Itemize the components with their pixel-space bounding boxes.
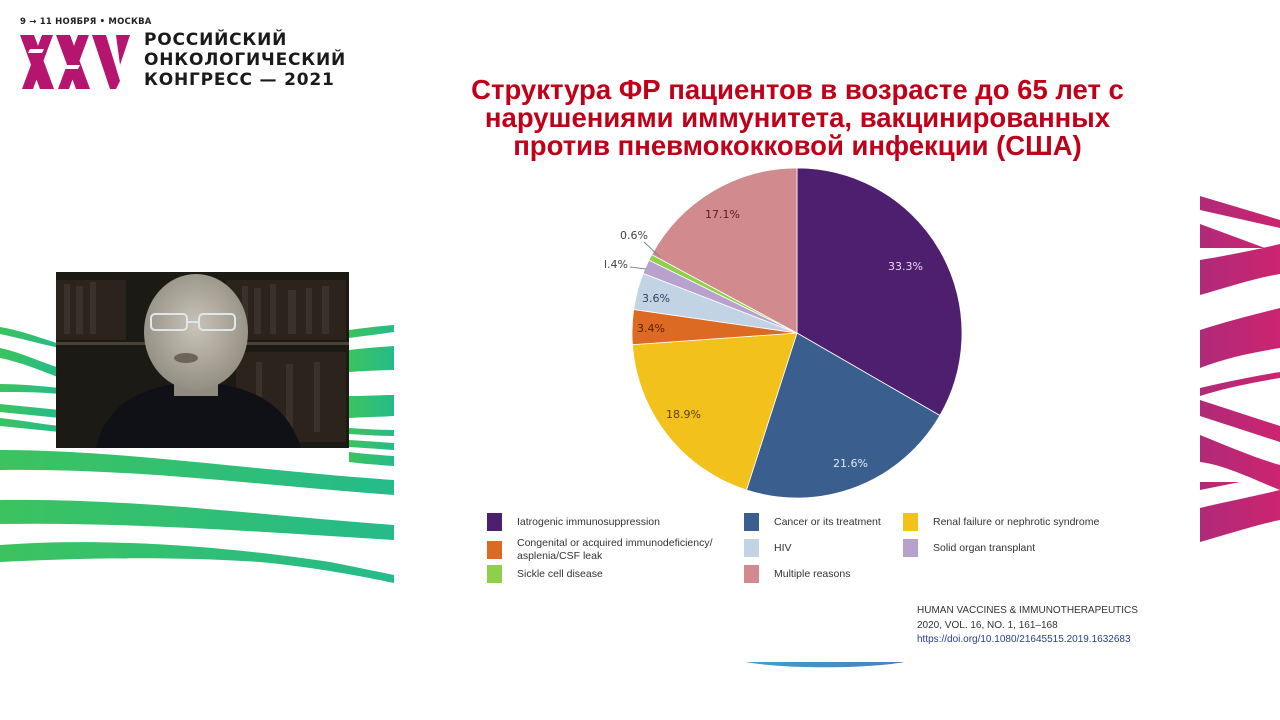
- legend-label: Cancer or its treatment: [774, 516, 881, 528]
- pie-slice-label: 33.3%: [888, 260, 923, 273]
- citation-issue: 2020, VOL. 16, NO. 1, 161–168: [917, 619, 1058, 631]
- pie-slice: [745, 332, 941, 499]
- legend-label: Sickle cell disease: [517, 568, 603, 580]
- legend-label-line-1: Congenital or acquired immunodeficiency/: [517, 537, 713, 549]
- legend-swatch: [487, 513, 502, 531]
- legend-item-multiple: Multiple reasons: [744, 565, 850, 583]
- legend-swatch: [487, 565, 502, 583]
- pie-slice: [796, 167, 963, 417]
- source-citation: HUMAN VACCINES & IMMUNOTHERAPEUTICS 2020…: [917, 604, 1138, 648]
- congress-name-line-3: КОНГРЕСС — 2021: [144, 70, 335, 90]
- decorative-blue-arc: [745, 662, 905, 668]
- legend-item-transplant: Solid organ transplant: [903, 539, 1035, 557]
- slide-title-line-2: нарушениями иммунитета, вакцинированных: [484, 102, 1111, 133]
- decorative-green-stripes: [0, 325, 394, 583]
- legend-swatch: [744, 513, 759, 531]
- pie-slice: [631, 332, 798, 491]
- legend-label: HIV: [774, 542, 792, 554]
- congress-name-line-2: ОНКОЛОГИЧЕСКИЙ: [144, 50, 347, 70]
- legend-label: Iatrogenic immunosuppression: [517, 516, 660, 528]
- slide-title-line-1: Структура ФР пациентов в возрасте до 65 …: [471, 74, 1124, 105]
- pie-slice-label: 17.1%: [705, 208, 740, 221]
- legend-swatch: [487, 541, 502, 559]
- legend-item-sickle-cell: Sickle cell disease: [487, 565, 603, 583]
- legend-item-renal: Renal failure or nephrotic syndrome: [903, 513, 1099, 531]
- legend-item-cancer: Cancer or its treatment: [744, 513, 881, 531]
- citation-journal: HUMAN VACCINES & IMMUNOTHERAPEUTICS: [917, 605, 1138, 616]
- legend-item-immunodeficiency: Congenital or acquired immunodeficiency/…: [487, 537, 713, 563]
- legend-swatch: [744, 539, 759, 557]
- citation-doi-link[interactable]: https://doi.org/10.1080/21645515.2019.16…: [917, 634, 1131, 645]
- pie-chart: 33.3% 21.6% 18.9% 3.4% 3.6% l.4% 0.6% 17.1%: [600, 165, 980, 505]
- pie-slice-label: 21.6%: [833, 457, 868, 470]
- pie-slice-label: 0.6%: [620, 229, 648, 242]
- congress-logo-mark: [20, 35, 130, 89]
- legend-label: Congenital or acquired immunodeficiency/…: [517, 537, 713, 563]
- slide-title-line-3: против пневмококковой инфекции (США): [513, 130, 1082, 161]
- pie-slice-label: l.4%: [604, 258, 629, 271]
- congress-name-line-1: РОССИЙСКИЙ: [144, 30, 288, 50]
- decorative-magenta-stripes: [1200, 196, 1280, 542]
- legend-label: Renal failure or nephrotic syndrome: [933, 516, 1100, 528]
- legend-item-hiv: HIV: [744, 539, 792, 557]
- pie-slice: [651, 167, 798, 334]
- legend-item-iatrogenic: Iatrogenic immunosuppression: [487, 513, 660, 531]
- congress-name: РОССИЙСКИЙ ОНКОЛОГИЧЕСКИЙ КОНГРЕСС — 202…: [144, 30, 346, 90]
- leader-line: [643, 241, 661, 258]
- speaker-webcam-feed: [56, 272, 349, 448]
- pie-chart-graphic: [629, 167, 963, 499]
- pie-slice-label: 18.9%: [666, 408, 701, 421]
- event-date-location: 9 → 11 НОЯБРЯ • МОСКВА: [20, 17, 152, 27]
- slide-title: Структура ФР пациентов в возрасте до 65 …: [405, 76, 1190, 160]
- chart-legend: Iatrogenic immunosuppression Cancer or i…: [487, 513, 1137, 588]
- legend-label: Solid organ transplant: [933, 542, 1036, 554]
- pie-slice-label: 3.4%: [637, 322, 665, 335]
- legend-swatch: [744, 565, 759, 583]
- legend-label: Multiple reasons: [774, 568, 851, 580]
- pie-slice-label: 3.6%: [642, 292, 670, 305]
- legend-swatch: [903, 539, 918, 557]
- leader-line: [629, 266, 647, 270]
- legend-label-line-2: asplenia/CSF leak: [517, 550, 603, 562]
- legend-swatch: [903, 513, 918, 531]
- speaker-video-image: [56, 272, 349, 448]
